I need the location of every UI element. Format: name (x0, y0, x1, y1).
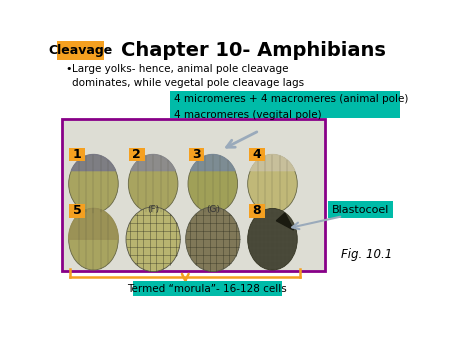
Ellipse shape (248, 209, 297, 270)
FancyBboxPatch shape (62, 119, 325, 271)
Polygon shape (250, 154, 295, 171)
Text: 4 micromeres + 4 macromeres (animal pole)
4 macromeres (vegital pole): 4 micromeres + 4 macromeres (animal pole… (174, 94, 409, 120)
FancyBboxPatch shape (133, 281, 282, 296)
Text: Fig. 10.1: Fig. 10.1 (341, 248, 392, 261)
Ellipse shape (248, 154, 297, 213)
FancyBboxPatch shape (328, 201, 393, 218)
FancyBboxPatch shape (249, 204, 265, 218)
Ellipse shape (186, 207, 240, 271)
FancyBboxPatch shape (189, 148, 204, 162)
Text: 3: 3 (192, 148, 201, 161)
Text: (F): (F) (147, 204, 159, 214)
Polygon shape (71, 154, 116, 171)
Ellipse shape (126, 207, 180, 271)
Text: Cleavage: Cleavage (48, 44, 112, 57)
Text: Large yolks- hence, animal pole cleavage
dominates, while vegetal pole cleavage : Large yolks- hence, animal pole cleavage… (72, 64, 304, 88)
Text: Termed “morula”- 16-128 cells: Termed “morula”- 16-128 cells (127, 284, 287, 293)
Polygon shape (276, 213, 293, 230)
Ellipse shape (128, 154, 178, 213)
Polygon shape (191, 154, 235, 171)
Text: •: • (66, 64, 72, 74)
Polygon shape (69, 209, 118, 239)
Polygon shape (131, 154, 175, 171)
Ellipse shape (69, 154, 118, 213)
Ellipse shape (188, 154, 238, 213)
Text: 8: 8 (252, 204, 261, 217)
Text: (G): (G) (206, 204, 220, 214)
Text: 5: 5 (73, 204, 81, 217)
FancyBboxPatch shape (69, 148, 85, 162)
Text: 2: 2 (132, 148, 141, 161)
Text: Chapter 10- Amphibians: Chapter 10- Amphibians (122, 41, 386, 60)
FancyBboxPatch shape (170, 91, 400, 118)
Ellipse shape (69, 209, 118, 270)
FancyBboxPatch shape (69, 204, 85, 218)
FancyBboxPatch shape (129, 148, 144, 162)
Text: Blastocoel: Blastocoel (332, 205, 390, 215)
FancyBboxPatch shape (57, 41, 104, 60)
Text: 1: 1 (73, 148, 81, 161)
FancyBboxPatch shape (249, 148, 265, 162)
Text: 4: 4 (252, 148, 261, 161)
